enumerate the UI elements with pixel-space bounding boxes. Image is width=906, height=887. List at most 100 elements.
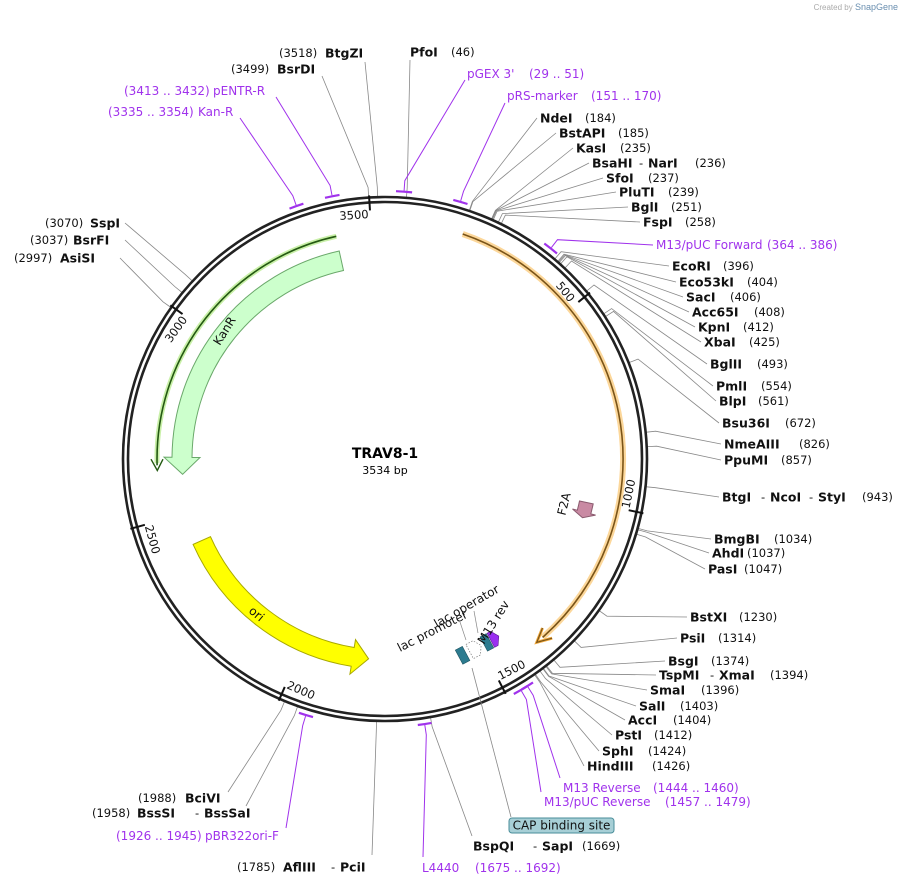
restriction-site-name[interactable]: BsrFI — [73, 233, 109, 248]
primer-name[interactable]: pGEX 3' — [467, 67, 514, 81]
restriction-site-name[interactable]: BsaHI — [592, 156, 633, 171]
ori-feature[interactable] — [192, 536, 370, 676]
restriction-site-name[interactable]: AccI — [628, 713, 657, 728]
restriction-site-name[interactable]: BsrDI — [277, 62, 315, 77]
primer-name[interactable]: M13 Reverse — [563, 781, 641, 795]
labels: BtgZI(3518)BsrDI(3499)PfoI (46)NdeI (184)B… — [14, 45, 893, 876]
restriction-site-name[interactable]: BstAPI — [559, 126, 605, 141]
lac-operator-feature[interactable] — [465, 638, 485, 660]
restriction-site-name[interactable]: AflIII — [283, 860, 316, 875]
cap-binding-site-box[interactable] — [508, 817, 615, 834]
restriction-site-name[interactable]: BmgBI — [714, 532, 760, 547]
restriction-site-name[interactable]: PsiI — [680, 631, 705, 646]
restriction-site-name[interactable]: HindIII — [587, 759, 634, 774]
primer-name[interactable]: M13/pUC Forward — [656, 238, 763, 252]
lac-promoter-feature[interactable] — [454, 645, 471, 665]
restriction-site-name[interactable]: BspQI — [473, 839, 514, 854]
restriction-site-connector — [124, 222, 193, 281]
restriction-site-name[interactable]: SmaI — [650, 683, 685, 698]
m13-rev-primer-feature[interactable] — [479, 633, 495, 652]
primer-name[interactable]: pENTR-R — [213, 84, 265, 98]
primer-name[interactable]: pRS-marker — [507, 89, 578, 103]
kanr-orf-line[interactable] — [156, 235, 337, 466]
plasmid-length: 3534 bp — [362, 464, 407, 477]
restriction-site-name[interactable]: KpnI — [698, 320, 730, 335]
primer-name[interactable]: L4440 — [422, 861, 459, 875]
restriction-site-name[interactable]: BtgI — [722, 490, 751, 505]
restriction-site-name[interactable]: PciI — [340, 860, 366, 875]
primer-binding-mark[interactable] — [453, 198, 468, 206]
primer-binding-mark[interactable] — [298, 711, 314, 719]
restriction-site-name[interactable]: NcoI — [770, 490, 801, 505]
f2a-feature[interactable] — [572, 500, 596, 519]
restriction-site-connector — [406, 59, 411, 197]
restriction-site-name[interactable]: SphI — [602, 744, 634, 759]
restriction-site-name[interactable]: BssSaI — [204, 806, 251, 821]
restriction-site-name[interactable]: PstI — [615, 728, 642, 743]
restriction-site-name[interactable]: BlpI — [719, 394, 746, 409]
restriction-site-name[interactable]: TspMI — [659, 668, 699, 683]
restriction-site-name[interactable]: EcoRI — [672, 259, 711, 274]
restriction-site-name[interactable]: XmaI — [719, 668, 755, 683]
restriction-site-position: (1424) — [648, 744, 686, 758]
restriction-site-name[interactable]: SapI — [542, 839, 573, 854]
restriction-site-name[interactable]: SalI — [639, 699, 665, 714]
restriction-site-name[interactable]: SacI — [686, 290, 716, 305]
restriction-site-connector — [227, 701, 285, 793]
restriction-site-name[interactable]: Eco53kI — [679, 275, 734, 290]
lac-operator-connector — [473, 610, 479, 634]
restriction-site-name[interactable]: Bsu36I — [722, 416, 770, 431]
primer-binding-mark[interactable] — [289, 202, 304, 210]
cds-arc[interactable] — [462, 233, 624, 638]
restriction-site-name[interactable]: AhdI — [712, 546, 744, 561]
primer-binding-mark[interactable] — [395, 190, 413, 194]
restriction-site-name[interactable]: BsgI — [668, 654, 699, 669]
primer-name[interactable]: pBR322ori-F — [205, 829, 279, 843]
primer-binding-mark[interactable] — [513, 684, 529, 695]
restriction-site-name[interactable]: PpuMI — [724, 453, 768, 468]
restriction-site-name[interactable]: PluTI — [619, 185, 655, 200]
restriction-site-position: (826) — [799, 437, 830, 451]
restriction-site-name[interactable]: StyI — [818, 490, 846, 505]
restriction-site-name[interactable]: AsiSI — [60, 251, 95, 266]
restriction-site-name[interactable]: SfoI — [606, 171, 634, 186]
primer-range: (29 .. 51) — [529, 67, 584, 81]
restriction-site-connector — [553, 660, 666, 668]
restriction-site-name[interactable]: BtgZI — [325, 46, 363, 61]
primer-range: (364 .. 386) — [767, 238, 837, 252]
restriction-site-name[interactable]: Acc65I — [692, 305, 739, 320]
primer-name[interactable]: Kan-R — [198, 105, 233, 119]
restriction-site-name[interactable]: XbaI — [704, 335, 736, 350]
restriction-site-connector — [546, 666, 657, 676]
restriction-site-name[interactable]: BssSI — [137, 806, 175, 821]
primer-range: (151 .. 170) — [591, 89, 661, 103]
restriction-site-name[interactable]: FspI — [643, 215, 673, 230]
restriction-site-name[interactable]: BstXI — [690, 610, 727, 625]
primer-binding-mark[interactable] — [417, 721, 432, 727]
restriction-site-name[interactable]: BciVI — [185, 791, 221, 806]
restriction-site-name[interactable]: BglII — [710, 357, 742, 372]
kanr-feature[interactable] — [162, 250, 345, 475]
primer-binding-mark[interactable] — [543, 242, 558, 255]
restriction-site-position: (185) — [618, 126, 649, 140]
restriction-site-connector — [498, 206, 629, 222]
primer-connector — [403, 79, 466, 191]
restriction-site-name[interactable]: PfoI — [410, 45, 438, 60]
restriction-site-name[interactable]: PmlI — [716, 379, 747, 394]
restriction-site-position: (1230) — [739, 610, 777, 624]
restriction-site-name[interactable]: KasI — [576, 141, 606, 156]
restriction-site-name[interactable]: SspI — [90, 216, 120, 231]
restriction-site-name[interactable]: BglI — [631, 200, 658, 215]
restriction-site-position: (561) — [758, 394, 789, 408]
cap-connector — [471, 667, 512, 818]
primer-name[interactable]: M13/pUC Reverse — [544, 795, 651, 809]
restriction-site-position: (857) — [781, 453, 812, 467]
restriction-site-name[interactable]: NdeI — [540, 111, 573, 126]
primer-binding-mark[interactable] — [324, 193, 340, 199]
restriction-site-position: (425) — [749, 335, 780, 349]
backbone-outer-strand — [121, 195, 649, 723]
restriction-site-name[interactable]: NarI — [648, 156, 678, 171]
restriction-site-name[interactable]: PasI — [708, 562, 737, 577]
restriction-site-name[interactable]: NmeAIII — [724, 437, 780, 452]
restriction-site-position: (1374) — [711, 654, 749, 668]
